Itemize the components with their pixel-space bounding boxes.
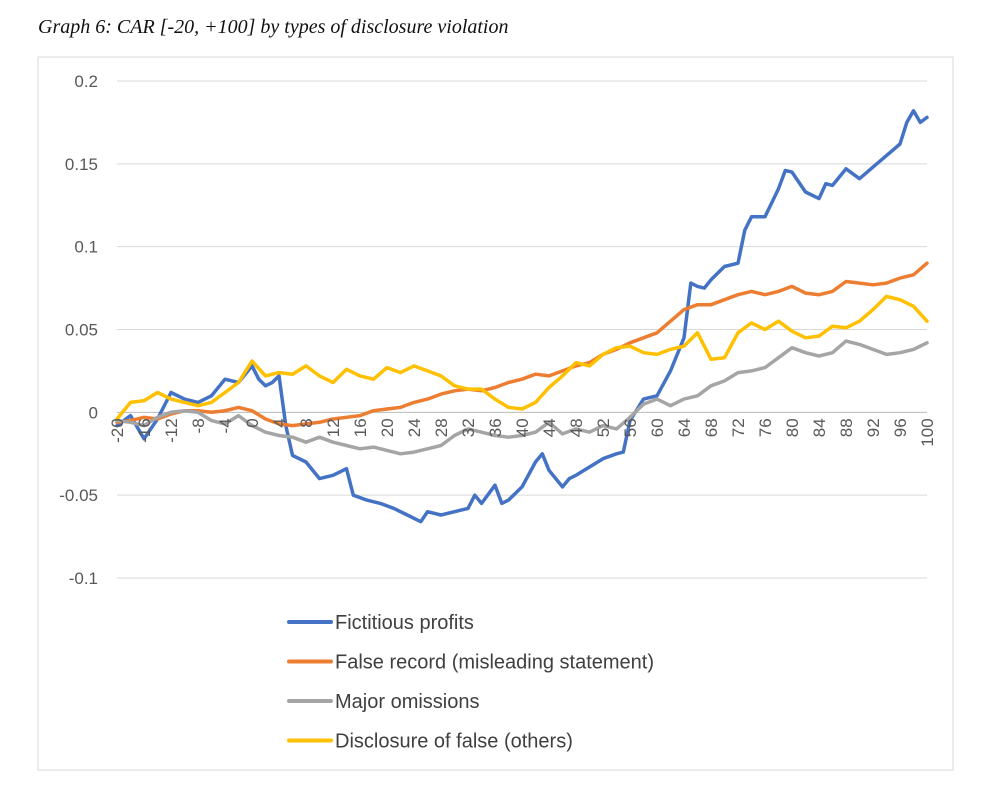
- x-tick-label: 32: [459, 418, 478, 437]
- y-tick-label: 0: [89, 403, 98, 422]
- x-tick-label: -12: [162, 418, 181, 443]
- x-axis-tick-labels: -20 -16 -12 -8 -4 0 4 8 12 16 20 24 28 32 36 40 44 48 52 56…: [108, 418, 937, 446]
- x-tick-label: 12: [324, 418, 343, 437]
- x-tick-label: 4: [270, 418, 289, 427]
- x-tick-label: 52: [594, 418, 613, 437]
- y-tick-label: 0.15: [65, 155, 98, 174]
- x-tick-label: 48: [567, 418, 586, 437]
- legend: Fictitious profits False record (misleadi…: [287, 612, 654, 753]
- figure-caption: Graph 6: CAR [-20, +100] by types of dis…: [38, 16, 509, 38]
- x-tick-label: 8: [297, 418, 316, 427]
- legend-label: False record (misleading statement): [335, 652, 654, 674]
- legend-label: Disclosure of false (others): [335, 731, 573, 753]
- series-line: [115, 109, 929, 524]
- x-tick-label: -8: [189, 418, 208, 433]
- chart-frame: [37, 56, 954, 771]
- x-tick-label: 36: [486, 418, 505, 437]
- legend-label: Major omissions: [335, 691, 479, 713]
- y-tick-label: -0.1: [69, 569, 98, 588]
- series-lines: [115, 109, 929, 524]
- y-tick-label: 0.2: [74, 72, 98, 91]
- series-line: [115, 294, 929, 421]
- x-tick-label: 100: [918, 418, 937, 446]
- x-tick-label: 88: [837, 418, 856, 437]
- x-tick-label: 16: [351, 418, 370, 437]
- x-tick-label: 96: [891, 418, 910, 437]
- y-tick-label: 0.05: [65, 321, 98, 340]
- x-tick-label: 72: [729, 418, 748, 437]
- y-axis-tick-labels: 0.2 0.15 0.1 0.05 0 -0.05 -0.1: [59, 72, 98, 588]
- y-tick-label: 0.1: [74, 238, 98, 257]
- series-line: [115, 339, 929, 456]
- series-line: [115, 261, 929, 428]
- x-tick-label: 68: [702, 418, 721, 437]
- x-tick-label: 0: [243, 418, 262, 427]
- x-tick-label: 80: [783, 418, 802, 437]
- x-tick-label: 84: [810, 418, 829, 437]
- x-tick-label: -4: [216, 418, 235, 433]
- x-tick-label: 20: [378, 418, 397, 437]
- x-tick-label: 64: [675, 418, 694, 437]
- x-tick-label: 56: [621, 418, 640, 437]
- y-tick-label: -0.05: [59, 486, 98, 505]
- x-tick-label: 60: [648, 418, 667, 437]
- x-tick-label: 76: [756, 418, 775, 437]
- x-tick-label: 44: [540, 418, 559, 437]
- x-tick-label: 24: [405, 418, 424, 437]
- x-tick-label: 40: [513, 418, 532, 437]
- x-tick-label: 28: [432, 418, 451, 437]
- x-tick-label: 92: [864, 418, 883, 437]
- x-tick-label: -20: [108, 418, 127, 443]
- x-tick-label: -16: [135, 418, 154, 443]
- legend-label: Fictitious profits: [335, 612, 474, 634]
